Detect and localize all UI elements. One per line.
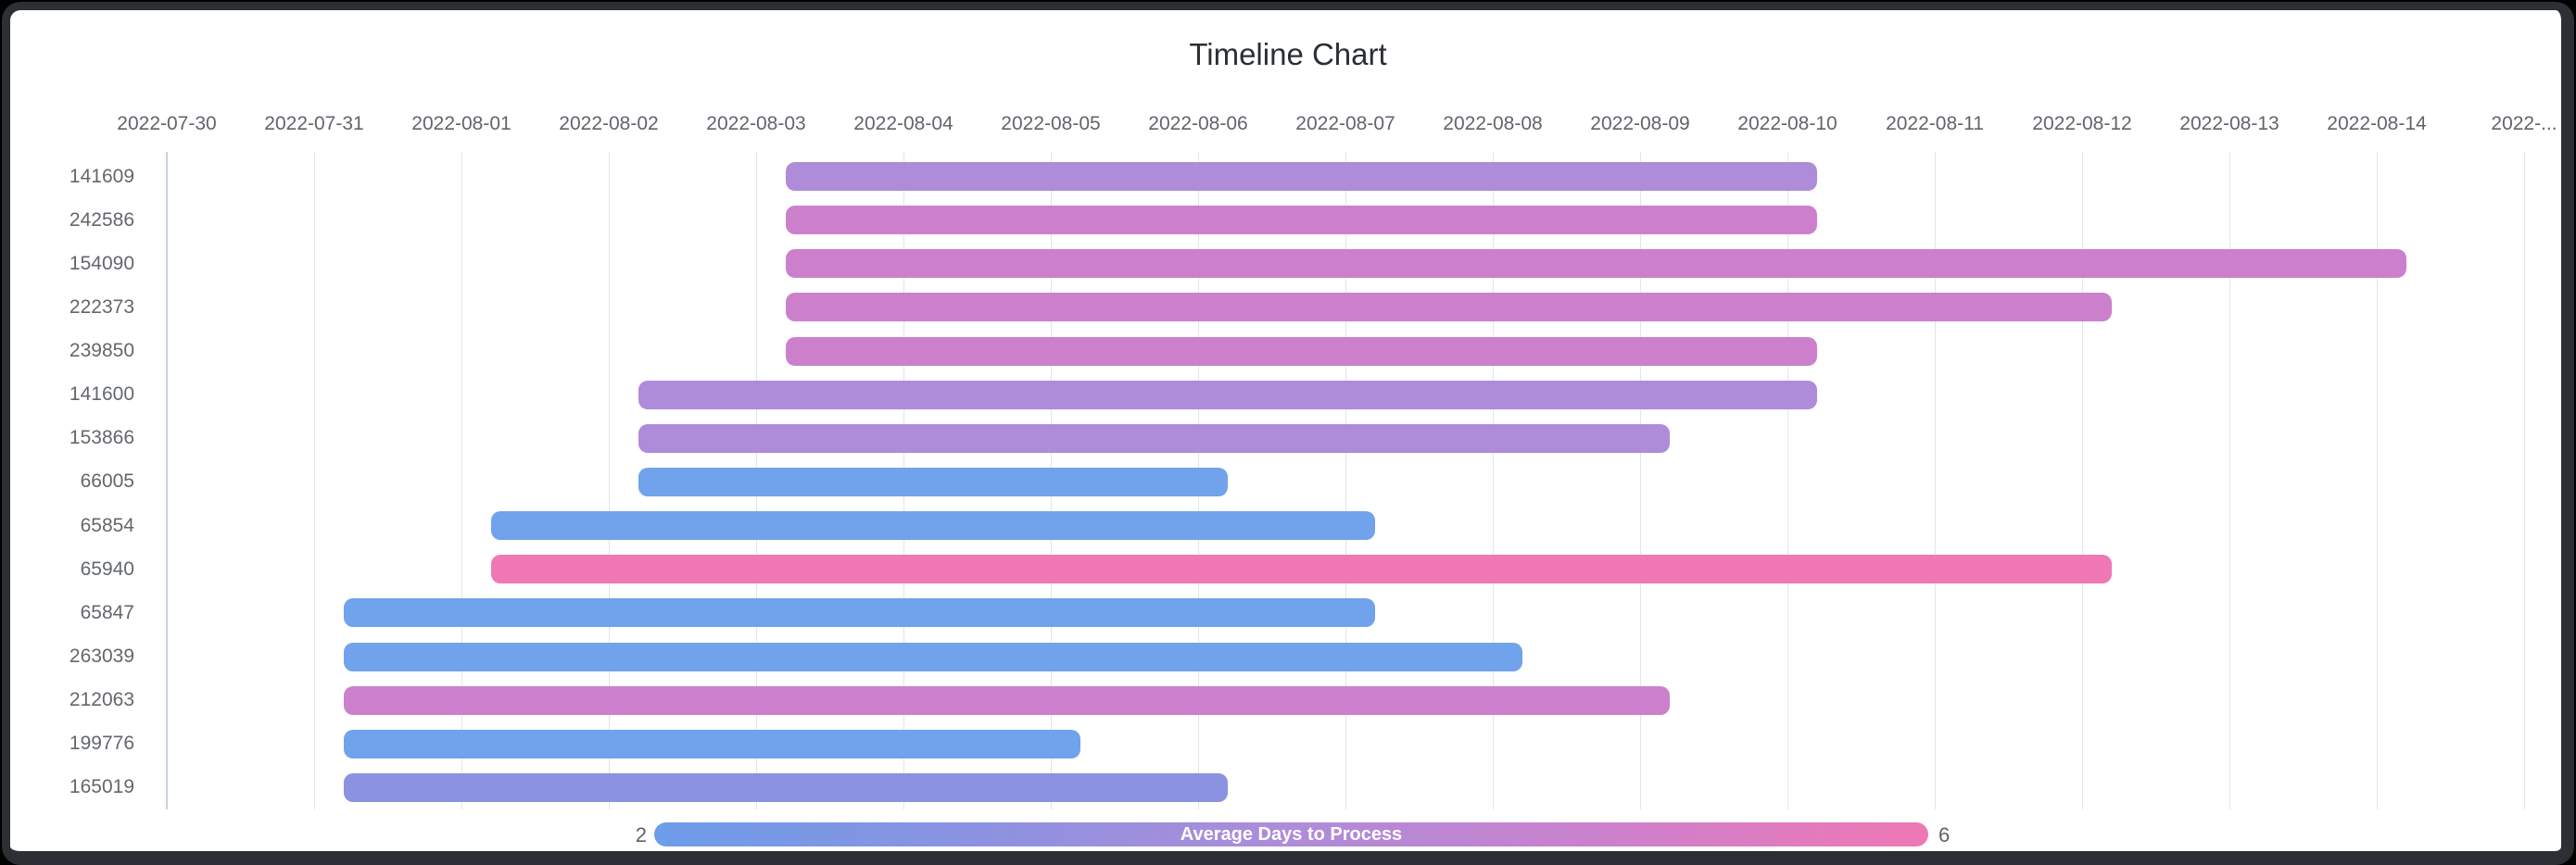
x-tick-label: 2022-08-08 (1443, 113, 1543, 134)
timeline-bar[interactable] (490, 511, 1375, 541)
gridline (313, 152, 315, 809)
y-axis-label: 212063 (69, 689, 134, 711)
gridline (2081, 152, 2083, 809)
y-axis-label: 165019 (69, 776, 134, 798)
y-axis-label: 65847 (80, 601, 134, 623)
x-tick-label: 2022-08-06 (1148, 113, 1248, 134)
y-axis-label: 222373 (69, 295, 134, 318)
colorbar-min-label: 2 (635, 823, 647, 846)
timeline-bar[interactable] (785, 293, 2112, 322)
y-axis-label: 141609 (69, 165, 134, 187)
x-tick-label: 2022-08-04 (853, 113, 953, 134)
gridline (2229, 152, 2230, 809)
x-tick-label: 2022-... (2491, 113, 2557, 134)
gridline (608, 152, 610, 809)
y-axis-label: 154090 (69, 252, 134, 274)
gridline (461, 152, 462, 809)
y-axis-label: 141600 (69, 383, 134, 406)
x-tick-label: 2022-08-10 (1737, 113, 1837, 134)
timeline-bar[interactable] (785, 249, 2406, 279)
gridline (1345, 152, 1346, 809)
x-tick-label: 2022-08-11 (1886, 113, 1984, 134)
chart-title: Timeline Chart (1189, 37, 1387, 71)
x-tick-label: 2022-08-03 (706, 113, 806, 134)
timeline-bar[interactable] (785, 336, 1817, 366)
x-tick-label: 2022-07-31 (264, 113, 364, 134)
y-axis-label: 263039 (69, 646, 134, 668)
timeline-bar[interactable] (343, 642, 1522, 671)
gridline (2376, 152, 2378, 809)
x-tick-label: 2022-08-09 (1590, 113, 1690, 134)
gridline (2523, 152, 2525, 809)
x-tick-label: 2022-08-05 (1001, 113, 1101, 134)
y-axis-label: 65940 (80, 558, 134, 580)
x-tick-label: 2022-08-14 (2327, 113, 2427, 134)
x-tick-label: 2022-08-07 (1295, 113, 1395, 134)
timeline-bar[interactable] (785, 162, 1817, 191)
gridline (1639, 152, 1641, 809)
x-tick-label: 2022-07-30 (117, 113, 217, 134)
y-axis-label: 239850 (69, 340, 134, 362)
timeline-bar[interactable] (638, 423, 1670, 453)
gridline (166, 152, 168, 809)
colorbar-gradient: Average Days to Process (654, 822, 1928, 846)
timeline-bar[interactable] (490, 555, 2112, 584)
x-tick-label: 2022-08-12 (2032, 113, 2132, 134)
y-axis-label: 242586 (69, 208, 134, 231)
timeline-bar[interactable] (343, 685, 1670, 715)
y-axis-label: 199776 (69, 733, 134, 755)
timeline-bar[interactable] (343, 598, 1375, 628)
timeline-bar[interactable] (785, 206, 1817, 235)
gridline (1934, 152, 1936, 809)
x-tick-label: 2022-08-02 (559, 113, 659, 134)
timeline-bar[interactable] (343, 729, 1080, 758)
x-tick-label: 2022-08-13 (2179, 113, 2279, 134)
gridline (1492, 152, 1494, 809)
x-tick-label: 2022-08-01 (411, 113, 511, 134)
timeline-bar[interactable] (638, 467, 1228, 496)
timeline-bar[interactable] (638, 380, 1817, 409)
timeline-bar[interactable] (343, 772, 1228, 802)
colorbar-title: Average Days to Process (1180, 824, 1403, 845)
y-axis-label: 66005 (80, 470, 134, 493)
colorbar-max-label: 6 (1938, 823, 1951, 846)
y-axis-label: 65854 (80, 514, 134, 536)
gridline (1787, 152, 1788, 809)
y-axis-label: 153866 (69, 427, 134, 449)
